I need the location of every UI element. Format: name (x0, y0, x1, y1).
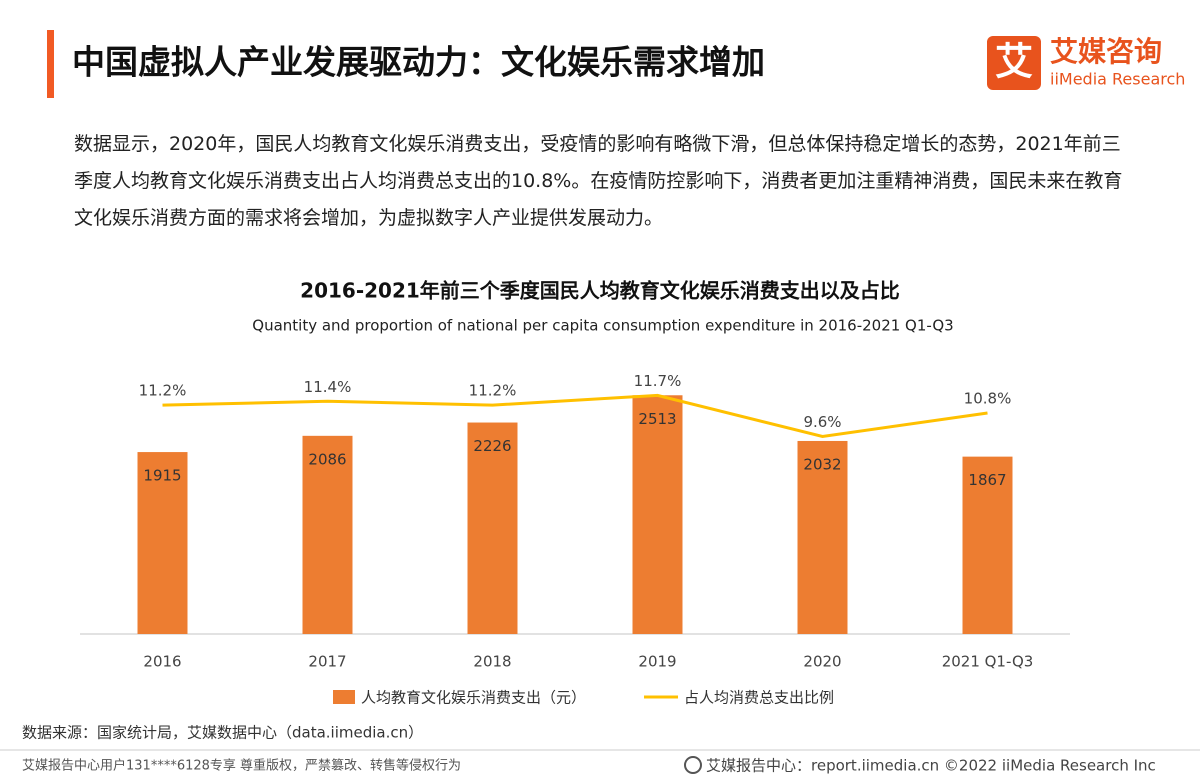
legend-swatch (333, 690, 355, 704)
title-accent (47, 30, 54, 98)
footer-right: 艾媒报告中心：report.iimedia.cn ©2022 iiMedia R… (706, 757, 1156, 775)
bar-label: 2226 (473, 437, 511, 455)
page-title: 中国虚拟人产业发展驱动力：文化娱乐需求增加 (72, 43, 765, 82)
x-tick-label: 2017 (308, 653, 346, 671)
bar-label: 2086 (308, 450, 346, 468)
logo-en: iiMedia Research (1050, 70, 1185, 89)
x-tick-label: 2020 (803, 653, 841, 671)
chart-title: 2016-2021年前三个季度国民人均教育文化娱乐消费支出以及占比 (300, 279, 900, 303)
x-tick-label: 2016 (143, 653, 181, 671)
line-label: 11.7% (634, 372, 682, 390)
footer-left: 艾媒报告中心用户131****6128专享 尊重版权，严禁篡改、转售等侵权行为 (22, 758, 461, 774)
bar-label: 1915 (143, 467, 181, 485)
description: 数据显示，2020年，国民人均教育文化娱乐消费支出，受疫情的影响有略微下滑，但总… (74, 133, 1123, 229)
legend-label: 占人均消费总支出比例 (684, 689, 834, 707)
x-tick-label: 2019 (638, 653, 676, 671)
bar (797, 440, 848, 634)
footer-icon (684, 756, 702, 774)
x-tick-label: 2018 (473, 653, 511, 671)
line-label: 10.8% (964, 389, 1012, 407)
bar-label: 2032 (803, 455, 841, 473)
bar (302, 435, 353, 634)
line-label: 11.2% (139, 382, 187, 400)
logo-box (987, 36, 1041, 90)
legend-label: 人均教育文化娱乐消费支出（元） (361, 689, 586, 707)
x-tick-label: 2021 Q1-Q3 (942, 653, 1034, 671)
line (162, 393, 988, 438)
bar (962, 456, 1013, 634)
bar (137, 452, 188, 634)
logo-mark: 艾 (995, 40, 1033, 84)
bar-label: 2513 (638, 410, 676, 428)
line-label: 11.4% (304, 378, 352, 396)
chart-subtitle: Quantity and proportion of national per … (252, 317, 953, 335)
bar (632, 395, 683, 634)
bar-label: 1867 (968, 471, 1006, 489)
logo-name: 艾媒咨询 (1050, 35, 1162, 68)
bar (467, 422, 518, 634)
line-label: 11.2% (469, 382, 517, 400)
line-label: 9.6% (803, 413, 841, 431)
source: 数据来源：国家统计局，艾媒数据中心（data.iimedia.cn） (22, 724, 423, 742)
